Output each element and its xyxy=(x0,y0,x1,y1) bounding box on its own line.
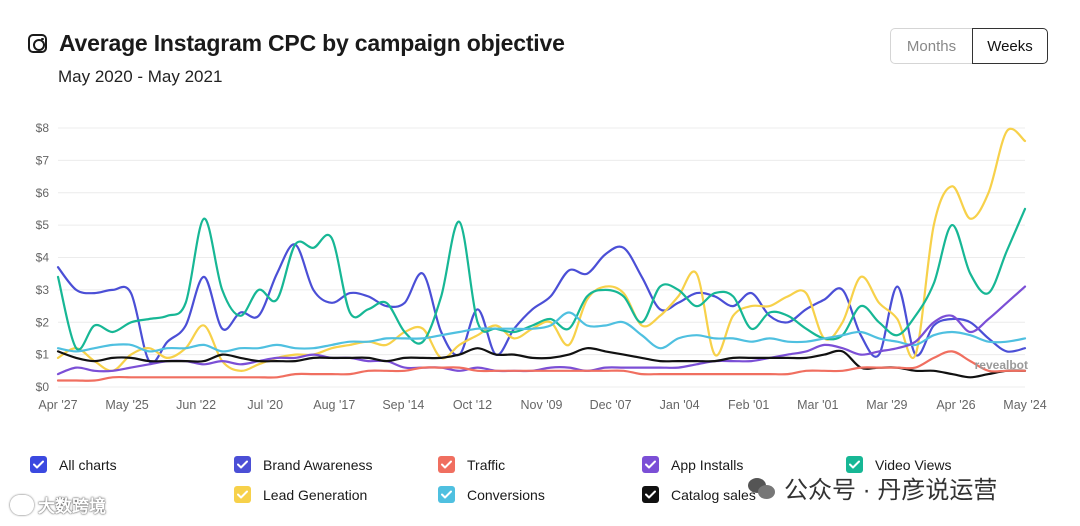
y-tick-label: $2 xyxy=(36,315,50,329)
x-tick-label: Feb '01 xyxy=(728,398,769,412)
checkbox-checked-icon[interactable] xyxy=(642,456,659,473)
y-tick-label: $3 xyxy=(36,283,50,297)
x-tick-label: Apr '27 xyxy=(38,398,77,412)
series-line-traffic xyxy=(56,350,1027,382)
x-axis-ticks: Apr '27 May '25 Jun '22 Jul '20 Aug '17 Sep '… xyxy=(38,398,1046,412)
y-tick-label: $0 xyxy=(36,380,50,394)
date-range-subtitle: May 2020 - May 2021 xyxy=(58,67,223,86)
watermark-logo-icon xyxy=(10,494,34,515)
series-line-lead-generation xyxy=(56,127,1027,372)
x-tick-label: Mar '29 xyxy=(866,398,907,412)
legend-item-traffic[interactable]: Traffic xyxy=(438,456,505,473)
x-tick-label: Jan '04 xyxy=(660,398,700,412)
wechat-icon xyxy=(748,476,776,500)
x-tick-label: Oct '12 xyxy=(453,398,492,412)
x-tick-label: May '24 xyxy=(1003,398,1046,412)
y-tick-label: $7 xyxy=(36,153,50,167)
x-tick-label: Jun '22 xyxy=(176,398,216,412)
weeks-button[interactable]: Weeks xyxy=(972,28,1048,64)
legend-label: Brand Awareness xyxy=(263,456,373,473)
watermark-left: 大数跨境 xyxy=(10,492,106,517)
revealbot-annotation: revealbot xyxy=(975,358,1028,372)
legend-label: All charts xyxy=(59,456,117,473)
series-line-video-views xyxy=(56,207,1027,351)
legend-item-catalog-sales[interactable]: Catalog sales xyxy=(642,486,756,503)
legend-label: App Installs xyxy=(671,456,744,473)
y-tick-label: $5 xyxy=(36,218,50,232)
watermark-right-text: 公众号 · 丹彦说运营 xyxy=(784,477,998,504)
y-tick-label: $4 xyxy=(36,251,50,265)
instagram-icon xyxy=(28,34,47,53)
legend-item-conversions[interactable]: Conversions xyxy=(438,486,545,503)
cpc-line-chart: $0 $1 $2 $3 $4 $5 $6 $7 $8 Apr '27 May '25 Jun '22… xyxy=(36,121,1047,412)
x-tick-label: Mar '01 xyxy=(797,398,838,412)
legend-item-video-views[interactable]: Video Views xyxy=(846,456,952,473)
series-lines xyxy=(56,127,1027,382)
x-tick-label: Nov '09 xyxy=(521,398,563,412)
legend-item-lead-generation[interactable]: Lead Generation xyxy=(234,486,367,503)
watermark-right: 公众号 · 丹彦说运营 xyxy=(748,470,997,505)
x-tick-label: Apr '26 xyxy=(936,398,975,412)
series-line-conversions xyxy=(56,311,1027,353)
x-tick-label: May '25 xyxy=(105,398,148,412)
series-line-app-installs xyxy=(56,285,1027,376)
months-button[interactable]: Months xyxy=(890,28,972,64)
legend-label: Traffic xyxy=(467,456,506,473)
page-title: Average Instagram CPC by campaign object… xyxy=(59,30,565,56)
checkbox-checked-icon[interactable] xyxy=(642,486,659,503)
legend-item-app-installs[interactable]: App Installs xyxy=(642,456,743,473)
legend-label: Catalog sales xyxy=(671,486,756,503)
title-row: Average Instagram CPC by campaign object… xyxy=(28,30,565,57)
chart-header: Average Instagram CPC by campaign object… xyxy=(28,30,565,87)
x-tick-label: Dec '07 xyxy=(590,398,632,412)
legend-label: Lead Generation xyxy=(263,486,368,503)
y-tick-label: $1 xyxy=(36,348,50,362)
y-axis-ticks: $0 $1 $2 $3 $4 $5 $6 $7 $8 xyxy=(36,121,50,394)
legend-label: Conversions xyxy=(467,486,545,503)
legend-label: Video Views xyxy=(875,456,952,473)
checkbox-checked-icon[interactable] xyxy=(234,456,251,473)
x-tick-label: Sep '14 xyxy=(382,398,424,412)
checkbox-checked-icon[interactable] xyxy=(30,456,47,473)
y-tick-label: $6 xyxy=(36,186,50,200)
watermark-left-text: 大数跨境 xyxy=(38,497,106,516)
x-tick-label: Jul '20 xyxy=(247,398,283,412)
checkbox-checked-icon[interactable] xyxy=(846,456,863,473)
period-toggle: Months Weeks xyxy=(890,28,1048,64)
checkbox-checked-icon[interactable] xyxy=(438,486,455,503)
checkbox-checked-icon[interactable] xyxy=(234,486,251,503)
y-tick-label: $8 xyxy=(36,121,50,135)
series-line-brand-awareness xyxy=(56,243,1027,364)
legend-item-all-charts[interactable]: All charts xyxy=(30,456,117,473)
checkbox-checked-icon[interactable] xyxy=(438,456,455,473)
grid-lines xyxy=(58,127,1025,388)
legend-item-brand-awareness[interactable]: Brand Awareness xyxy=(234,456,372,473)
x-tick-label: Aug '17 xyxy=(313,398,355,412)
